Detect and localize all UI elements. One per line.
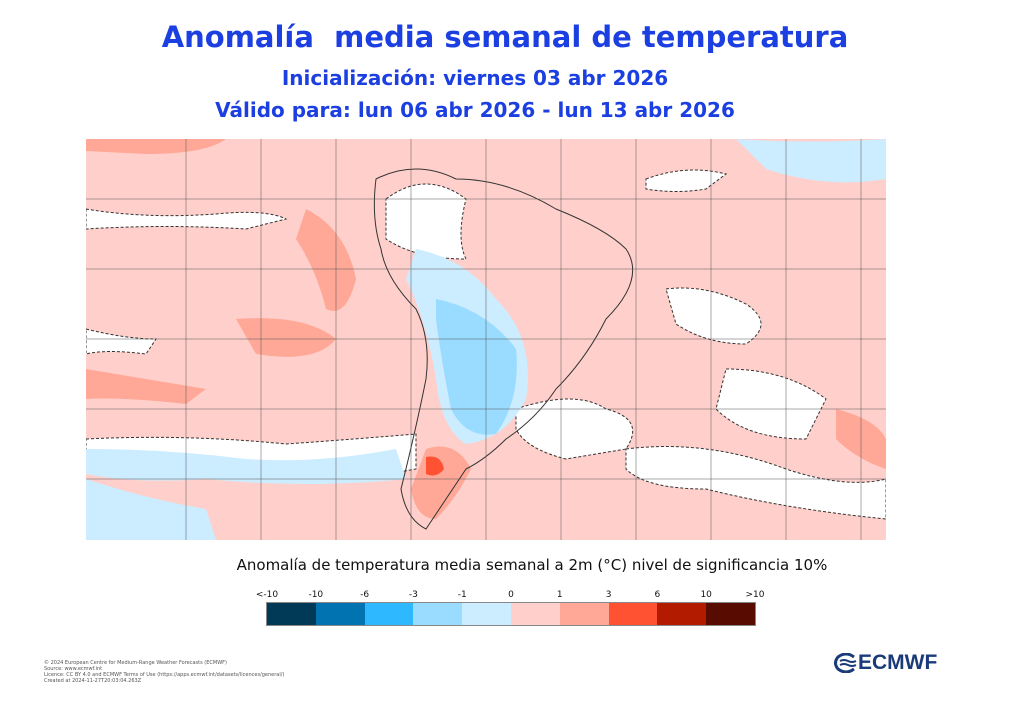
colorbar-swatch: [510, 603, 560, 625]
colorbar-tick-label: 1: [556, 590, 563, 600]
colorbar-swatch: [315, 603, 365, 625]
colorbar-tick-label: >10: [745, 590, 765, 600]
footer-line: Created at 2024-11-27T20:03:04.263Z: [44, 678, 142, 684]
colorbar-tick-label: -3: [408, 590, 418, 600]
cold-anomaly-areas: [86, 139, 886, 540]
colorbar-swatch: [364, 603, 414, 625]
footer-credits: © 2024 European Centre for Medium-Range …: [44, 660, 284, 684]
colorbar-swatch: [706, 603, 755, 625]
ecmwf-logo: ECMWF: [832, 651, 937, 675]
south-america-coastline: [373, 168, 634, 530]
colorbar-tick-label: -6: [360, 590, 370, 600]
colorbar-swatch: [462, 603, 511, 625]
colorbar-swatch: [267, 603, 316, 625]
footer-line: Licence: CC BY 4.0 and ECMWF Terms of Us…: [44, 672, 285, 678]
valid-period: Válido para: lun 06 abr 2026 - lun 13 ab…: [215, 98, 735, 122]
colorbar-swatch: [608, 603, 658, 625]
white-neutral-areas: [86, 169, 886, 520]
ecmwf-logo-icon: [834, 653, 857, 673]
temperature-anomaly-map: [86, 139, 886, 540]
colorbar-swatch: [657, 603, 707, 625]
colorbar-tick-label: 6: [654, 590, 661, 600]
colorbar-tick-label: -10: [308, 590, 324, 600]
colorbar-swatch: [559, 603, 609, 625]
colorbar-tick-label: 3: [605, 590, 612, 600]
colorbar-tick-label: <-10: [255, 590, 279, 600]
colorbar-swatch: [413, 603, 463, 625]
colorbar-tick-label: 10: [700, 590, 712, 600]
footer-line: Source: www.ecmwf.int: [44, 666, 103, 672]
page-title: Anomalía media semanal de temperatura: [161, 20, 849, 54]
ecmwf-logo-text: ECMWF: [858, 651, 938, 674]
colorbar-tick-label: -1: [457, 590, 467, 600]
footer-line: © 2024 European Centre for Medium-Range …: [44, 660, 227, 666]
colorbar: [266, 602, 756, 626]
colorbar-title: Anomalía de temperatura media semanal a …: [236, 556, 828, 574]
initialization-date: Inicialización: viernes 03 abr 2026: [281, 66, 669, 90]
graticule: [86, 139, 886, 540]
colorbar-tick-label: 0: [508, 590, 514, 600]
